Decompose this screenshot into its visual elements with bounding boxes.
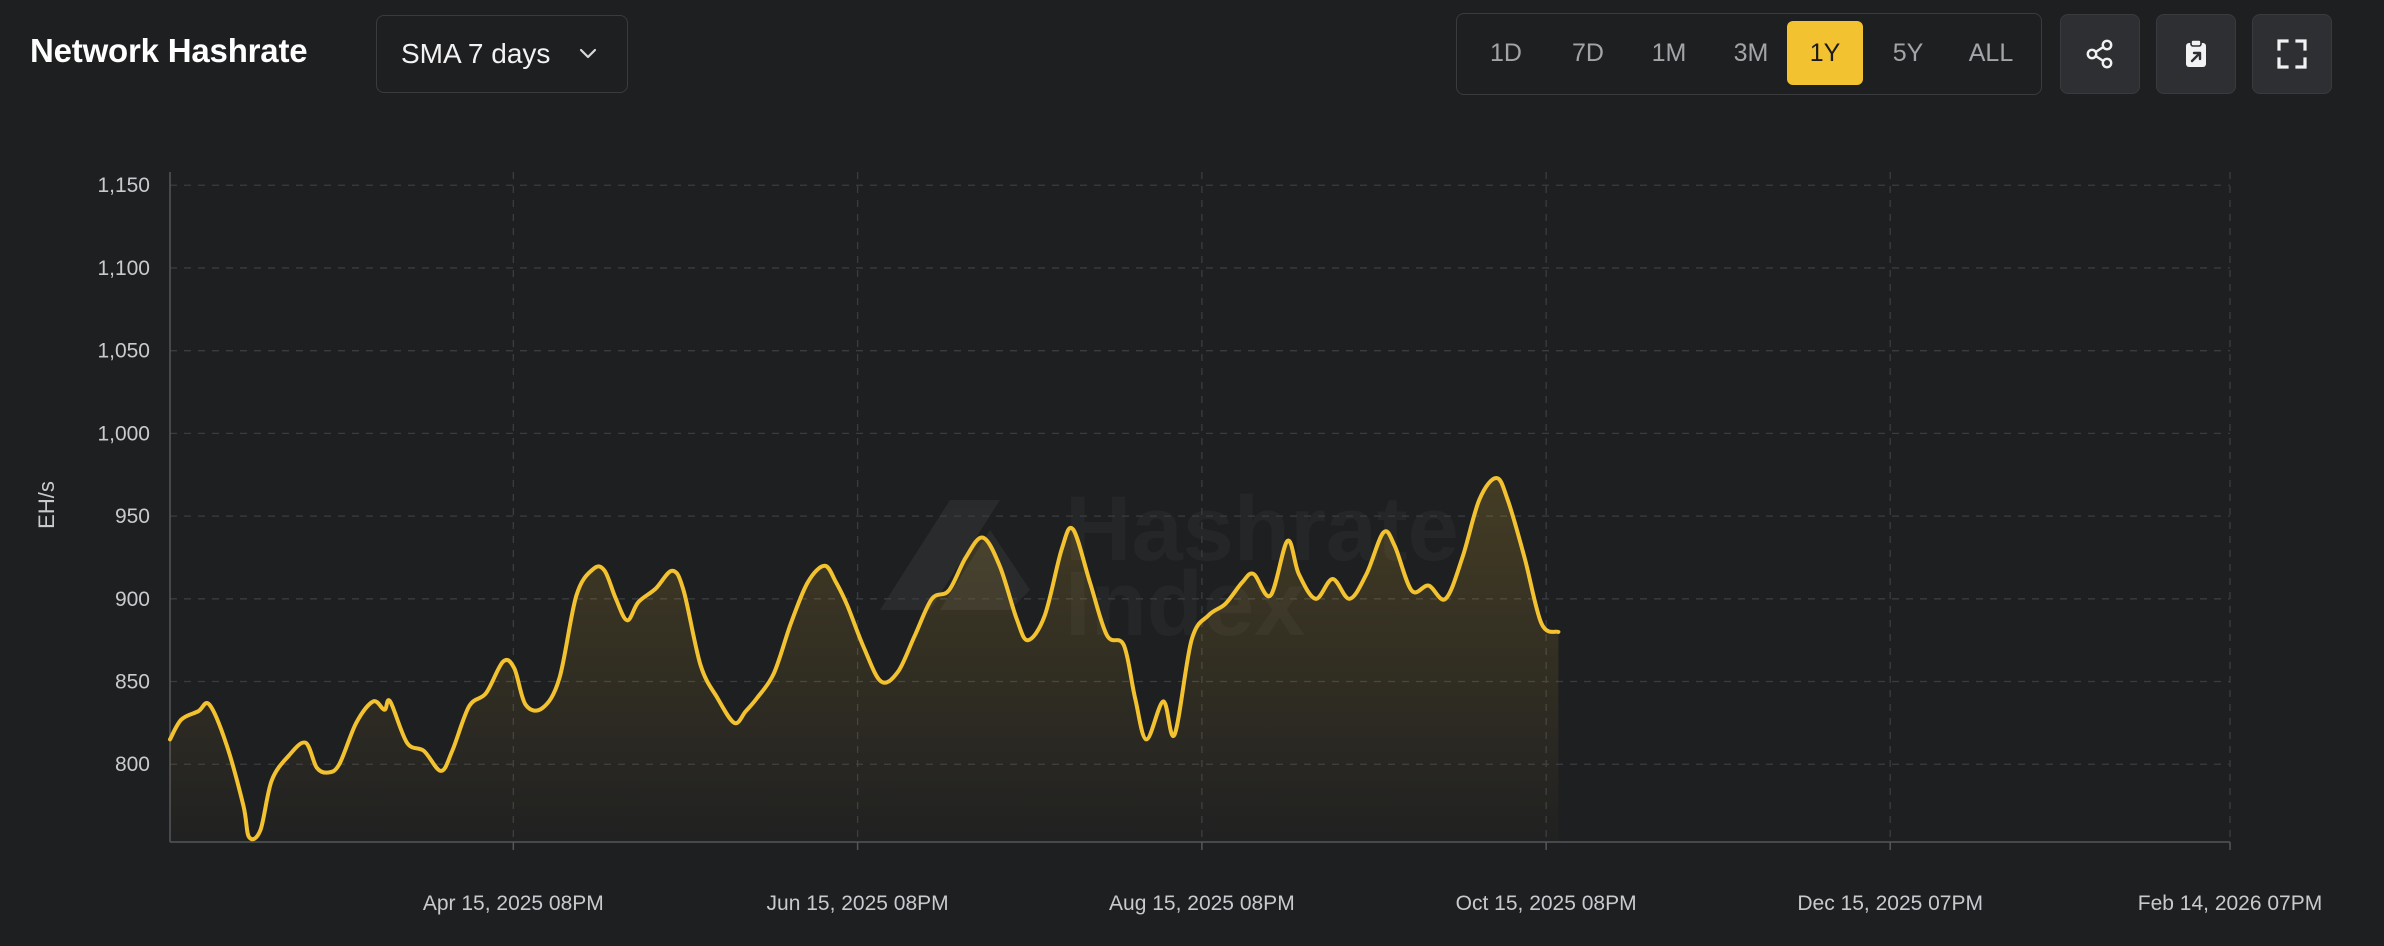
y-tick-label: 1,150 bbox=[97, 174, 150, 197]
range-1d-button[interactable]: 1D bbox=[1490, 38, 1522, 67]
y-tick-label: 900 bbox=[115, 588, 150, 611]
x-tick-labels: Apr 15, 2025 08PM Jun 15, 2025 08PM Aug 15… bbox=[423, 892, 2322, 915]
time-range-selector: 1D 7D 1M 3M 1Y 5Y ALL bbox=[1456, 13, 2042, 95]
range-7d-button[interactable]: 7D bbox=[1572, 38, 1604, 67]
hashrate-area bbox=[170, 478, 1559, 842]
clipboard-icon bbox=[2186, 39, 2206, 67]
x-tick-label: Feb 14, 2026 07PM bbox=[2138, 892, 2322, 915]
y-tick-label: 950 bbox=[115, 505, 150, 528]
series-line bbox=[168, 476, 1561, 842]
range-1y-button[interactable]: 1Y bbox=[1787, 21, 1863, 85]
page-title: Network Hashrate bbox=[30, 32, 308, 69]
clipboard-button[interactable] bbox=[2156, 14, 2236, 94]
range-3m-button[interactable]: 3M bbox=[1733, 38, 1769, 67]
y-tick-label: 1,000 bbox=[97, 422, 150, 445]
x-tick-label: Apr 15, 2025 08PM bbox=[423, 892, 604, 915]
y-tick-label: 1,050 bbox=[97, 340, 150, 363]
x-tick-label: Oct 15, 2025 08PM bbox=[1456, 892, 1637, 915]
chevron-down-icon bbox=[579, 48, 597, 59]
y-axis-label: EH/s bbox=[34, 481, 59, 529]
range-all-button[interactable]: ALL bbox=[1968, 38, 2014, 67]
series-area bbox=[170, 478, 1559, 842]
y-tick-labels: 800 850 900 950 1,000 1,050 1,100 1,150 bbox=[97, 174, 150, 776]
fullscreen-icon bbox=[2277, 39, 2307, 69]
x-tick-label: Aug 15, 2025 08PM bbox=[1109, 892, 1295, 915]
range-5y-button[interactable]: 5Y bbox=[1892, 38, 1924, 67]
hashrate-line bbox=[168, 476, 1561, 842]
share-button[interactable] bbox=[2060, 14, 2140, 94]
y-tick-label: 1,100 bbox=[97, 257, 150, 280]
grid bbox=[170, 172, 2231, 850]
x-tick-label: Jun 15, 2025 08PM bbox=[767, 892, 949, 915]
y-tick-label: 800 bbox=[115, 753, 150, 776]
sma-dropdown[interactable]: SMA 7 days bbox=[376, 15, 628, 93]
dropdown-value: SMA 7 days bbox=[401, 38, 551, 69]
fullscreen-button[interactable] bbox=[2252, 14, 2332, 94]
range-1m-button[interactable]: 1M bbox=[1651, 38, 1687, 67]
x-tick-label: Dec 15, 2025 07PM bbox=[1797, 892, 1983, 915]
share-icon bbox=[2086, 39, 2113, 69]
y-tick-label: 850 bbox=[115, 671, 150, 694]
